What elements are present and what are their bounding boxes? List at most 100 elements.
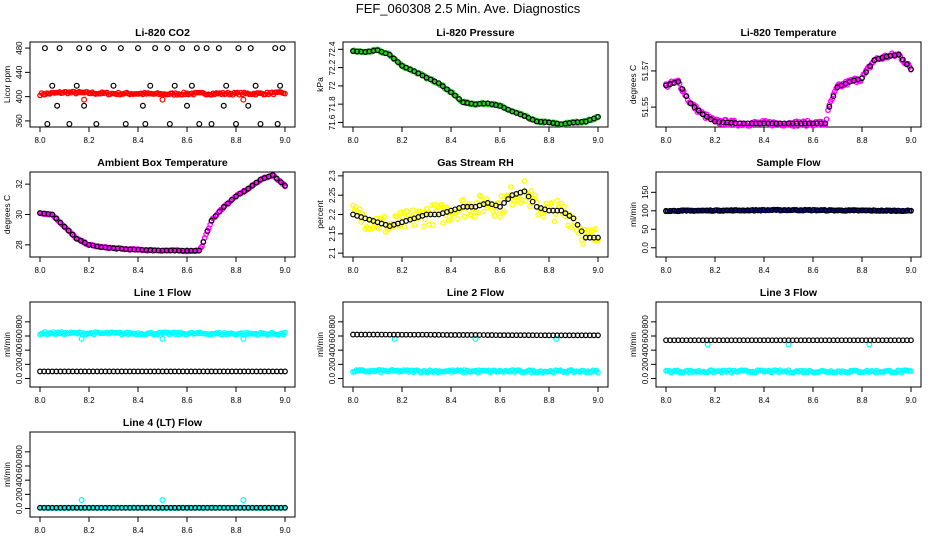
y-axis-label: degrees C bbox=[2, 195, 12, 234]
data-point bbox=[249, 182, 256, 189]
data-point bbox=[277, 82, 284, 89]
y-tick-label: 72.4 bbox=[328, 41, 337, 57]
data-point bbox=[159, 335, 166, 342]
x-tick-label: 8.0 bbox=[34, 266, 46, 275]
y-tick-label: 600 bbox=[641, 329, 650, 343]
series-red-band bbox=[37, 88, 288, 99]
x-tick-label: 8.8 bbox=[543, 266, 555, 275]
data-point bbox=[381, 213, 388, 220]
y-tick-label: 2.25 bbox=[328, 187, 337, 203]
data-point bbox=[188, 82, 195, 89]
y-tick-label: 480 bbox=[15, 41, 24, 55]
data-point bbox=[826, 103, 833, 110]
data-point bbox=[57, 219, 64, 226]
data-point bbox=[708, 116, 714, 123]
data-point bbox=[435, 80, 442, 87]
data-point bbox=[863, 69, 869, 76]
x-tick-label: 9.0 bbox=[592, 136, 604, 145]
data-point bbox=[444, 86, 450, 93]
data-point bbox=[278, 179, 284, 186]
data-point bbox=[501, 208, 507, 215]
panel-2: Li-820 Pressure 8.0 8.2 8.4 8.6 8.8 9.0 71.6 71.… bbox=[315, 27, 609, 145]
data-point bbox=[152, 45, 159, 52]
x-tick-label: 9.0 bbox=[592, 396, 604, 405]
x-tick-label: 8.0 bbox=[34, 526, 46, 535]
data-point bbox=[81, 102, 88, 109]
x-tick-label: 8.8 bbox=[230, 266, 242, 275]
x-tick-label: 8.4 bbox=[445, 136, 457, 145]
y-tick-label: 360 bbox=[15, 114, 24, 128]
x-tick-label: 8.2 bbox=[83, 526, 95, 535]
data-point bbox=[49, 211, 56, 218]
y-tick-label: 28 bbox=[15, 240, 24, 249]
data-point bbox=[830, 91, 837, 98]
y-tick-label: 400 bbox=[641, 343, 650, 357]
data-point bbox=[224, 200, 231, 207]
data-point bbox=[237, 190, 243, 197]
data-point bbox=[505, 196, 512, 202]
data-point bbox=[44, 120, 51, 127]
data-point bbox=[274, 120, 281, 127]
y-tick-label: 100 bbox=[641, 204, 650, 218]
panel-title: Li-820 CO2 bbox=[135, 27, 190, 39]
data-point bbox=[476, 192, 483, 199]
x-tick-label: 9.0 bbox=[592, 266, 604, 275]
data-point bbox=[562, 210, 569, 217]
data-point bbox=[558, 207, 565, 214]
x-tick-label: 9.0 bbox=[279, 266, 291, 275]
data-point bbox=[401, 224, 408, 230]
y-tick-label: 32 bbox=[15, 179, 24, 188]
y-tick-label: 71.8 bbox=[328, 96, 337, 112]
panel-title: Li-820 Pressure bbox=[436, 27, 514, 39]
y-axis-label: ml/min bbox=[2, 462, 12, 487]
y-tick-label: 800 bbox=[15, 445, 24, 459]
x-tick-label: 8.8 bbox=[856, 136, 868, 145]
data-point bbox=[420, 223, 427, 229]
x-tick-label: 8.8 bbox=[230, 136, 242, 145]
data-point bbox=[78, 335, 85, 342]
x-tick-label: 8.0 bbox=[34, 136, 46, 145]
data-point bbox=[561, 203, 567, 210]
x-tick-label: 8.0 bbox=[34, 396, 46, 405]
data-point bbox=[139, 102, 146, 109]
data-point bbox=[235, 45, 242, 52]
series-black-points bbox=[41, 45, 286, 127]
series-green-curve bbox=[350, 46, 601, 128]
x-tick-label: 8.2 bbox=[709, 396, 721, 405]
data-point bbox=[208, 217, 215, 224]
y-tick-label: 200 bbox=[328, 357, 337, 371]
series-black-sample bbox=[663, 51, 914, 127]
series-cyan-flat bbox=[37, 329, 288, 338]
y-axis-label: ml/min bbox=[2, 332, 12, 357]
y-axis-label: ml/min bbox=[315, 332, 325, 357]
data-point bbox=[908, 207, 914, 214]
y-tick-label: 800 bbox=[641, 315, 650, 329]
data-point bbox=[675, 78, 682, 85]
y-tick-label: 50 bbox=[641, 224, 650, 233]
data-point bbox=[523, 197, 529, 204]
data-point bbox=[220, 102, 227, 109]
data-point bbox=[196, 120, 203, 127]
y-tick-label: 2.15 bbox=[328, 225, 337, 241]
x-tick-label: 8.0 bbox=[660, 136, 672, 145]
data-point bbox=[521, 188, 528, 195]
data-point bbox=[100, 45, 107, 52]
x-tick-label: 8.6 bbox=[807, 136, 819, 145]
x-tick-label: 8.2 bbox=[396, 136, 408, 145]
x-tick-label: 9.0 bbox=[905, 266, 917, 275]
y-tick-label: 71.6 bbox=[328, 114, 337, 130]
data-point bbox=[76, 45, 83, 52]
panel-6: Sample Flow 8.0 8.2 8.4 8.6 8.8 9.0 0.0 50 100 150… bbox=[628, 157, 922, 275]
x-tick-label: 8.2 bbox=[83, 136, 95, 145]
x-tick-label: 9.0 bbox=[905, 136, 917, 145]
data-point bbox=[73, 82, 80, 89]
x-tick-label: 8.0 bbox=[347, 136, 359, 145]
panel-9: Line 3 Flow 8.0 8.2 8.4 8.6 8.8 9.0 0.020040060… bbox=[628, 287, 922, 405]
data-point bbox=[366, 226, 373, 233]
data-point bbox=[410, 207, 416, 214]
data-point bbox=[493, 208, 499, 215]
x-tick-label: 9.0 bbox=[279, 526, 291, 535]
data-point bbox=[595, 369, 601, 376]
y-tick-label: 200 bbox=[15, 357, 24, 371]
data-point bbox=[386, 51, 393, 58]
